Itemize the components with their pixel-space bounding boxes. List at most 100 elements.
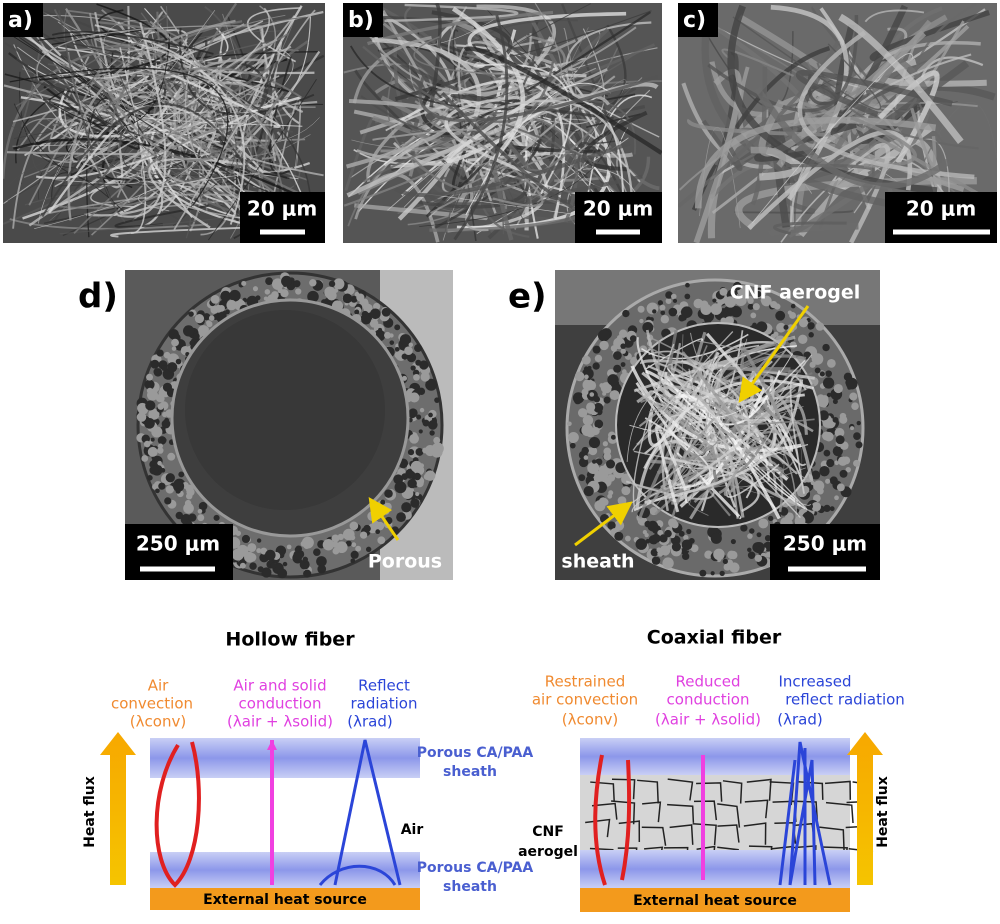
texture [153, 368, 161, 376]
texture [629, 335, 637, 342]
texture [152, 483, 159, 490]
texture [381, 307, 391, 317]
texture [599, 383, 605, 388]
panel-label: a) [8, 8, 33, 33]
texture [372, 37, 482, 221]
texture [394, 481, 407, 494]
texture [821, 395, 829, 403]
texture [363, 524, 371, 533]
texture [420, 372, 430, 382]
texture [756, 532, 762, 538]
texture [351, 542, 357, 548]
texture [690, 544, 699, 553]
texture [361, 298, 369, 306]
texture [231, 548, 244, 561]
texture [616, 334, 623, 341]
texture [581, 424, 594, 437]
texture [190, 38, 324, 177]
texture [822, 343, 830, 352]
texture [293, 280, 301, 288]
texture [235, 47, 280, 221]
texture [642, 322, 654, 334]
texture [36, 25, 266, 81]
texture [710, 532, 722, 544]
texture [335, 541, 348, 554]
texture [770, 300, 778, 309]
texture [711, 307, 718, 314]
texture [723, 440, 757, 496]
texture [410, 365, 416, 371]
texture [583, 485, 594, 497]
texture [583, 455, 589, 460]
texture [662, 382, 808, 511]
mechanism-label: reflect radiation [785, 691, 905, 709]
texture [265, 277, 273, 285]
texture [672, 367, 812, 482]
texture [823, 449, 831, 457]
texture [567, 421, 572, 427]
texture [636, 385, 745, 518]
texture [747, 303, 754, 310]
texture [569, 442, 576, 449]
panel-label: e) [508, 277, 547, 317]
texture [302, 556, 309, 563]
texture [811, 6, 906, 122]
texture [419, 407, 425, 413]
texture [663, 414, 801, 519]
texture [317, 564, 327, 574]
texture [808, 332, 814, 338]
hollow-schematic [100, 732, 420, 910]
texture [681, 351, 742, 440]
texture [723, 563, 731, 571]
texture [864, 9, 925, 23]
texture [117, 22, 167, 218]
texture [350, 295, 358, 303]
texture [158, 395, 165, 403]
core-label: Air [401, 822, 424, 838]
texture [102, 104, 207, 199]
texture [578, 474, 586, 482]
texture [247, 553, 257, 562]
texture [592, 459, 597, 464]
texture [581, 355, 591, 365]
texture [409, 433, 419, 444]
texture [161, 365, 168, 372]
texture [642, 801, 662, 823]
texture [598, 497, 608, 506]
texture [150, 359, 160, 369]
texture [359, 531, 368, 539]
texture [157, 447, 164, 454]
texture [255, 295, 261, 301]
texture [433, 436, 441, 444]
texture [422, 447, 428, 454]
texture [349, 45, 636, 111]
texture [751, 53, 914, 224]
texture [704, 550, 713, 559]
mechanism-label: Increased [778, 673, 851, 691]
mechanism-label: (λconv) [130, 713, 186, 731]
texture [133, 130, 214, 189]
texture [582, 110, 648, 172]
texture [410, 460, 423, 473]
texture [260, 51, 279, 107]
texture [94, 11, 173, 149]
texture [785, 163, 875, 176]
texture [146, 387, 153, 394]
texture [727, 550, 736, 560]
texture [350, 550, 359, 559]
texture [384, 489, 393, 498]
texture [282, 561, 288, 567]
texture [203, 313, 211, 321]
texture [620, 348, 626, 354]
texture [157, 443, 163, 449]
texture [693, 800, 718, 821]
texture [110, 226, 242, 238]
texture [773, 331, 779, 337]
texture [839, 415, 848, 424]
texture [229, 289, 241, 302]
texture [137, 168, 296, 212]
texture [158, 482, 166, 490]
texture [162, 411, 168, 418]
texture [413, 373, 420, 381]
